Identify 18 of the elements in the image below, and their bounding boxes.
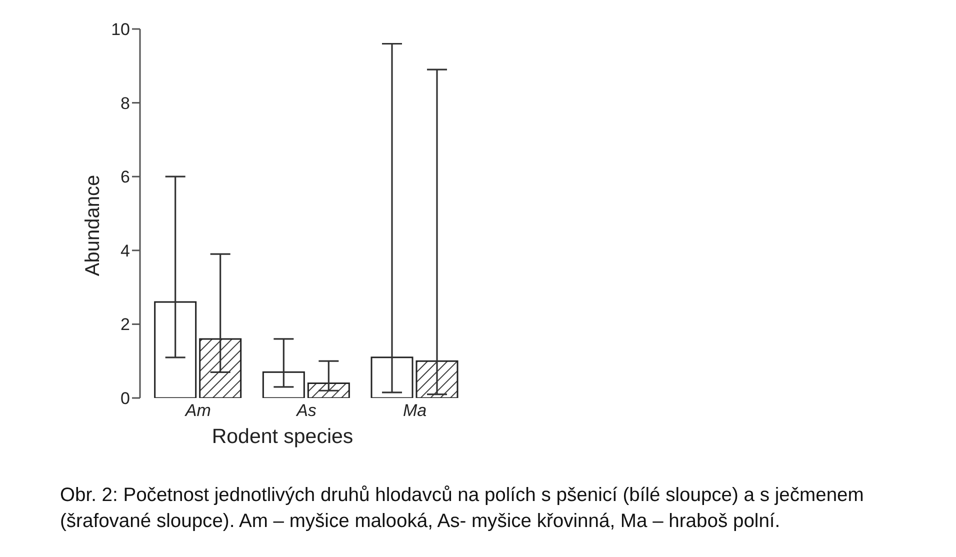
x-tick-label: Ma — [403, 400, 427, 420]
bar — [154, 301, 197, 398]
bar — [370, 356, 414, 398]
y-tick-label: 4 — [120, 241, 130, 260]
text: Obr. 2: Početnost jednotlivých druhů hlodavců na polích s pšenicí (bílé sloupce) a s ječmenem (šrafované sloupce). Am – myšice malooká, As- myšice křovinná, Ma – hraboš polní. — [60, 484, 865, 534]
y-tick-label: 6 — [120, 168, 130, 187]
y-tick-label: 10 — [111, 20, 130, 40]
x-axis-title: Rodent species — [212, 424, 354, 448]
x-tick-label: As — [296, 400, 317, 420]
y-axis-title: Abundance — [82, 174, 104, 276]
x-tick-label: Am — [184, 400, 211, 420]
bar — [416, 360, 458, 398]
y-tick-label: 2 — [120, 315, 130, 334]
bar — [307, 382, 350, 398]
y-tick-label: 0 — [120, 389, 130, 408]
y-tick-label: 8 — [120, 94, 130, 113]
bar — [199, 338, 242, 398]
bar — [262, 371, 305, 398]
